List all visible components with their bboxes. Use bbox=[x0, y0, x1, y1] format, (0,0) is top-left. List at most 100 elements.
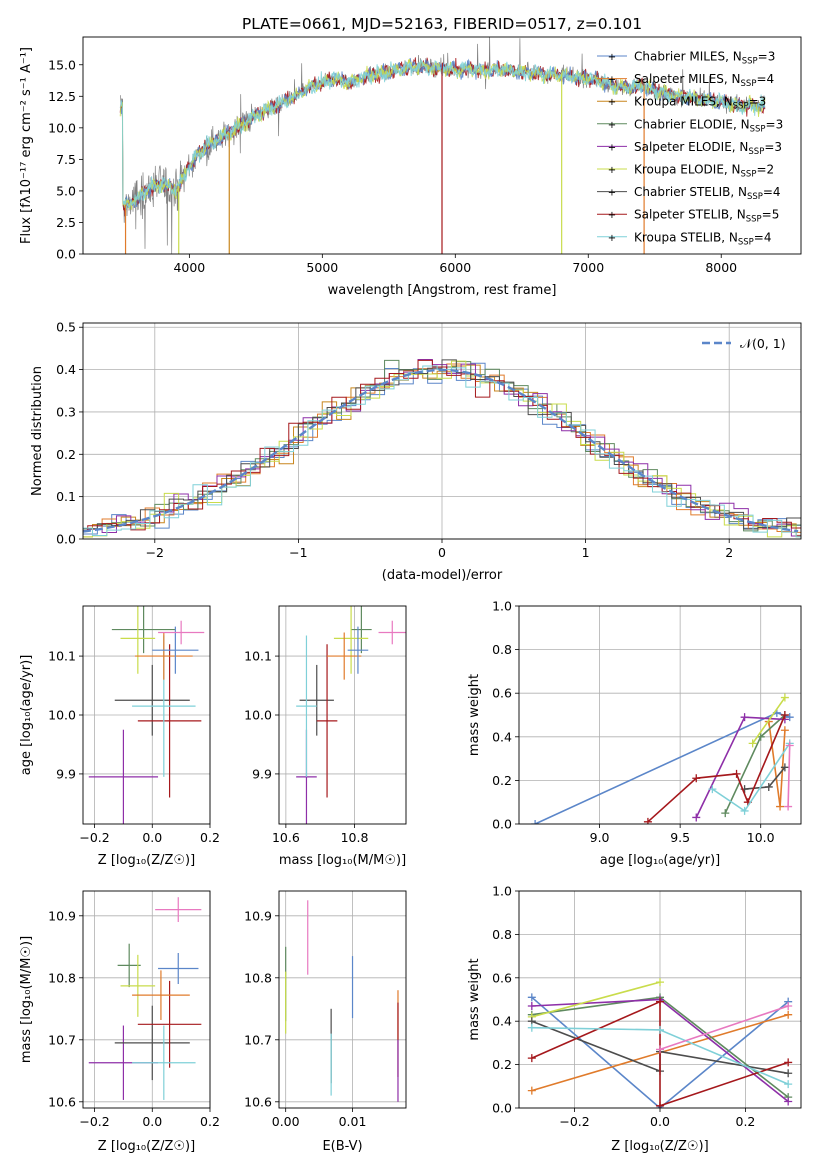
series-kroupa_stelib bbox=[527, 1023, 793, 1089]
y-axis-label: mass weight bbox=[467, 958, 482, 1040]
series-point bbox=[656, 978, 664, 987]
series-point bbox=[692, 813, 701, 822]
errorbar-chabrier_miles bbox=[152, 626, 199, 674]
x-tick-label: 10.6 bbox=[272, 830, 300, 845]
hist-kroupa_stelib bbox=[83, 365, 801, 538]
series-point bbox=[527, 993, 536, 1002]
x-tick-label: 1 bbox=[582, 545, 590, 560]
y-tick-label: 1.0 bbox=[492, 884, 512, 899]
series-point bbox=[748, 739, 757, 748]
errorbar-chabrier_miles bbox=[158, 953, 199, 984]
gridlines bbox=[279, 606, 406, 824]
y-tick-label: 5.0 bbox=[56, 183, 76, 198]
legend-marker: + bbox=[608, 165, 616, 176]
y-tick-label: 10.7 bbox=[244, 1032, 272, 1047]
errorbar-kroupa_elodie bbox=[120, 606, 156, 674]
y-tick-label: 0.4 bbox=[492, 729, 512, 744]
x-tick-label: 0.01 bbox=[339, 1114, 367, 1129]
y-tick-label: 0.3 bbox=[56, 404, 76, 419]
series-kroupa_elodie bbox=[527, 978, 664, 1021]
axes-frame bbox=[518, 605, 802, 825]
y-tick-label: 10.1 bbox=[48, 649, 76, 664]
x-axis-label: mass [log₁₀(M/M☉)] bbox=[279, 853, 406, 868]
axes-age_vs_Z: −0.2 0.0 0.2 9.9 10.0 10.1 Z [log₁₀(Z/Z☉)] age … bbox=[19, 605, 220, 868]
legend-label: Chabrier ELODIE, NSSP=3 bbox=[634, 117, 783, 134]
legend-marker: + bbox=[608, 75, 616, 86]
y-tick-label: 0.2 bbox=[492, 773, 512, 788]
x-tick-label: 0.2 bbox=[736, 1114, 756, 1129]
series-point bbox=[643, 817, 652, 824]
series-point bbox=[527, 1023, 536, 1032]
series-line bbox=[647, 714, 786, 823]
series-salpeter_elodie bbox=[692, 713, 789, 822]
errorbar-chabrier_elodie bbox=[351, 606, 372, 654]
y-tick-label: 2.5 bbox=[56, 215, 76, 230]
y-tick-label: 0.8 bbox=[492, 642, 512, 657]
series-point bbox=[721, 809, 730, 818]
y-tick-label: 0.1 bbox=[56, 489, 76, 504]
series-point bbox=[780, 726, 789, 735]
legend-marker: + bbox=[608, 97, 616, 108]
y-axis-label: Flux [fλ10⁻¹⁷ erg cm⁻² s⁻¹ A⁻¹] bbox=[19, 47, 34, 244]
axes-frame bbox=[82, 322, 802, 540]
y-tick-label: 0.6 bbox=[492, 686, 512, 701]
series-point bbox=[527, 1086, 536, 1095]
x-tick-label: 2 bbox=[725, 545, 733, 560]
plot-area bbox=[119, 37, 766, 254]
errorbar-pink bbox=[378, 620, 406, 645]
series-point bbox=[785, 741, 794, 750]
series-point bbox=[784, 1097, 793, 1106]
series-point bbox=[656, 1101, 664, 1108]
series-point bbox=[656, 1025, 664, 1034]
series-point bbox=[780, 711, 789, 719]
y-tick-label: 10.1 bbox=[244, 649, 272, 664]
x-axis-label: age [log₁₀(age/yr)] bbox=[600, 853, 721, 868]
axes-frame bbox=[278, 605, 407, 825]
y-tick-label: 1.0 bbox=[492, 599, 512, 614]
series-chabrier_stelib bbox=[740, 763, 789, 794]
y-tick-label: 0.6 bbox=[492, 970, 512, 985]
series-pink bbox=[784, 741, 794, 811]
y-tick-label: 10.6 bbox=[244, 1094, 272, 1109]
axes-weight_vs_Z: −0.2 0.0 0.2 0.0 0.2 0.4 0.6 0.8 1.0 Z [log₁₀(Z/Z… bbox=[467, 884, 802, 1154]
normal-curve bbox=[83, 368, 799, 533]
gridlines bbox=[279, 891, 406, 1108]
y-tick-label: 10.6 bbox=[48, 1094, 76, 1109]
x-tick-label: 9.5 bbox=[670, 830, 690, 845]
spectrum-title: PLATE=0661, MJD=52163, FIBERID=0517, z=0… bbox=[242, 15, 642, 33]
legend-label: Salpeter MILES, NSSP=4 bbox=[634, 72, 774, 89]
x-tick-label: 0 bbox=[438, 545, 446, 560]
legend-label: Kroupa ELODIE, NSSP=2 bbox=[634, 163, 774, 180]
x-tick-label: −1 bbox=[289, 545, 307, 560]
y-tick-label: 7.5 bbox=[56, 152, 76, 167]
y-tick-label: 10.9 bbox=[48, 908, 76, 923]
series-point bbox=[527, 1002, 536, 1011]
series-pink bbox=[656, 1002, 793, 1054]
y-tick-label: 10.8 bbox=[48, 970, 76, 985]
legend-label: Chabrier MILES, NSSP=3 bbox=[634, 50, 775, 67]
errorbar-pink bbox=[158, 620, 205, 645]
errorbar-chabrier_elodie bbox=[111, 606, 176, 654]
legend-marker: + bbox=[608, 52, 616, 63]
errorbar-kroupa_elodie bbox=[120, 954, 156, 1017]
axes-frame bbox=[82, 36, 802, 255]
errorbar-salpeter_miles bbox=[327, 632, 362, 680]
axes-frame bbox=[518, 890, 802, 1109]
gridlines bbox=[83, 891, 211, 1108]
series-point bbox=[656, 997, 664, 1006]
errorbar-kroupa_stelib bbox=[296, 635, 317, 777]
x-axis-label: wavelength [Angstrom, rest frame] bbox=[328, 283, 557, 298]
series-line bbox=[711, 742, 791, 813]
axes-weight_vs_age: 9.0 9.5 10.0 0.0 0.2 0.4 0.6 0.8 1.0 age [log₁₀(a… bbox=[467, 599, 802, 868]
y-tick-label: 10.0 bbox=[244, 708, 272, 723]
errorbar-chabrier_stelib bbox=[114, 1005, 190, 1081]
errorbar-chabrier_stelib bbox=[299, 664, 334, 736]
series-salpeter_stelib bbox=[527, 997, 793, 1108]
legend-marker: + bbox=[608, 188, 616, 199]
x-tick-label: 0.2 bbox=[200, 830, 220, 845]
plot-area bbox=[285, 900, 399, 1102]
axes-residuals: −2 −1 0 1 2 0.0 0.1 0.2 0.3 0.4 0.5 (data-model)/er… bbox=[30, 320, 802, 583]
y-tick-label: 10.0 bbox=[48, 708, 76, 723]
errorbar-chabrier_miles bbox=[347, 626, 369, 674]
series-point bbox=[527, 1054, 536, 1063]
